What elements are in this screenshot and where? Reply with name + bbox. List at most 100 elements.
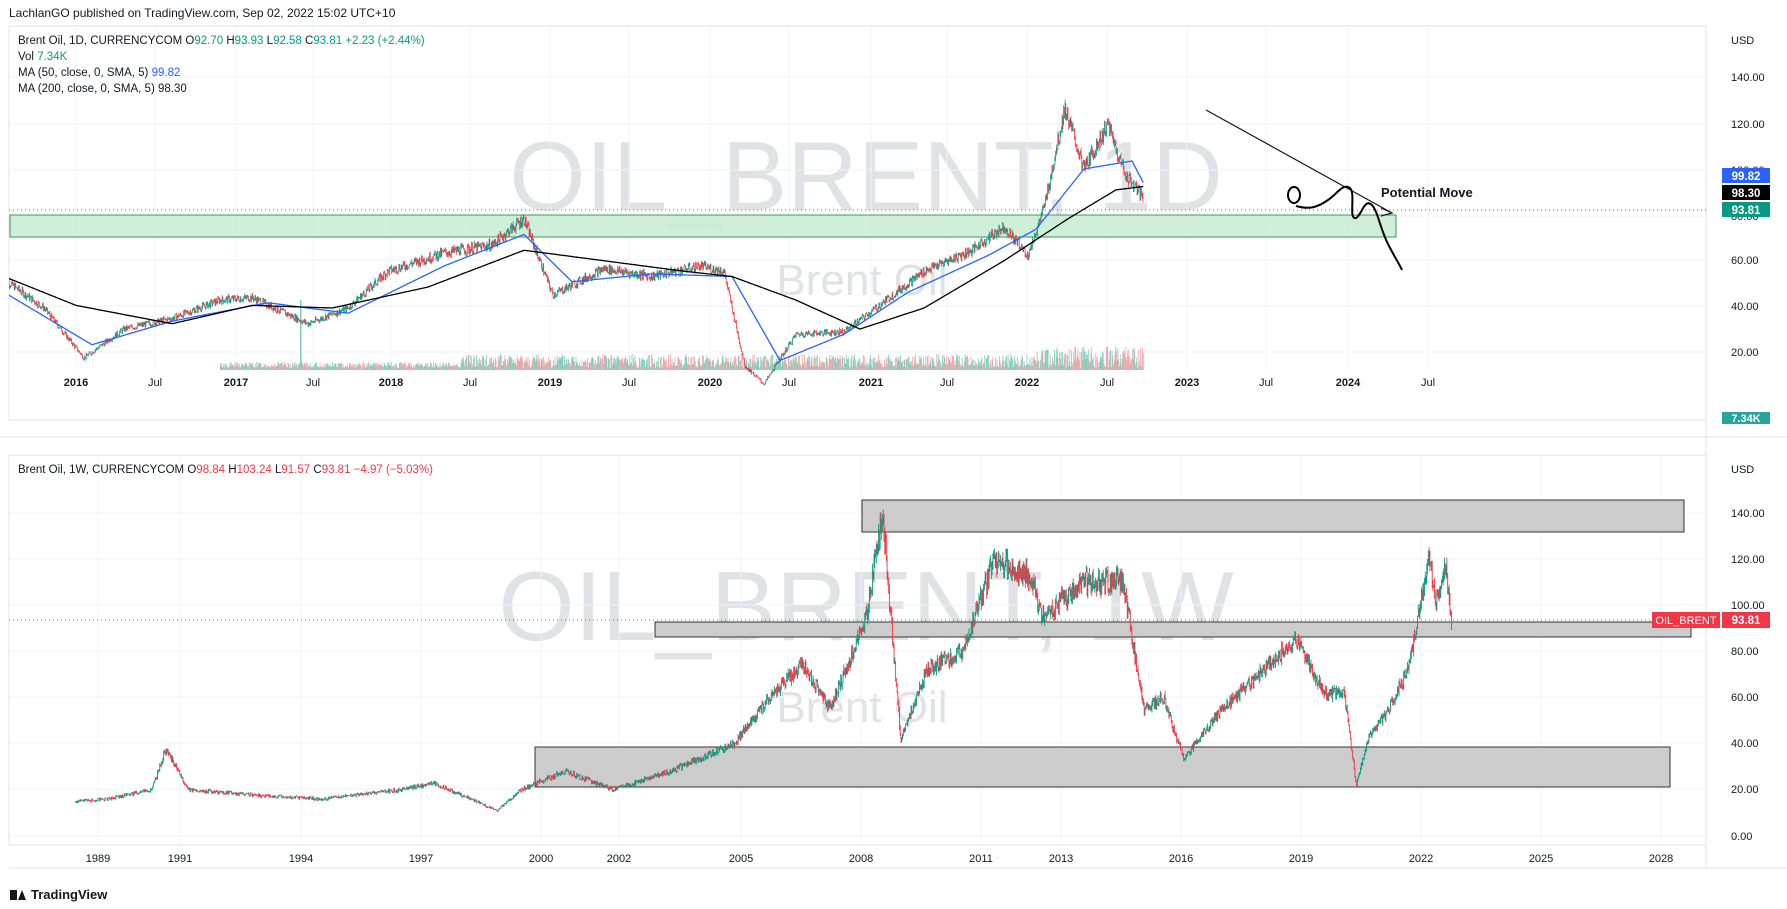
volume-bar bbox=[366, 364, 367, 370]
volume-bar bbox=[672, 365, 674, 370]
volume-bar bbox=[1050, 366, 1052, 370]
volume-bar bbox=[1092, 359, 1093, 370]
volume-bar bbox=[997, 366, 999, 370]
volume-bar bbox=[972, 365, 974, 370]
volume-bar bbox=[696, 367, 698, 370]
volume-bar bbox=[256, 362, 258, 370]
ma200-legend[interactable]: MA (200, close, 0, SMA, 5) 98.30 bbox=[18, 81, 425, 97]
volume-bar bbox=[930, 356, 932, 370]
volume-bar bbox=[281, 362, 283, 370]
bottom-y-tick: 140.00 bbox=[1731, 508, 1765, 520]
volume-bar bbox=[708, 359, 709, 370]
volume-bar bbox=[724, 363, 725, 370]
volume-bar bbox=[977, 365, 978, 370]
volume-bar bbox=[783, 361, 785, 370]
volume-bar bbox=[869, 357, 871, 370]
volume-bar bbox=[1110, 367, 1112, 370]
volume-bar bbox=[502, 360, 504, 370]
resistance-zone-top[interactable] bbox=[861, 499, 1685, 533]
volume-bar bbox=[782, 357, 783, 370]
tradingview-footer[interactable]: TradingView bbox=[10, 887, 107, 902]
volume-bar bbox=[897, 358, 898, 370]
volume-bar bbox=[417, 364, 418, 370]
volume-bar bbox=[529, 367, 531, 370]
volume-bar bbox=[988, 367, 990, 370]
volume-bar bbox=[1046, 349, 1048, 370]
volume-bar bbox=[701, 366, 703, 370]
publisher-caption: LachlanGO published on TradingView.com, … bbox=[9, 6, 396, 20]
volume-bar bbox=[401, 362, 402, 370]
ma50-legend[interactable]: MA (50, close, 0, SMA, 5) 99.82 bbox=[18, 65, 425, 81]
volume-bar bbox=[499, 356, 501, 370]
volume-bar bbox=[812, 366, 813, 370]
circle-mark[interactable] bbox=[1287, 186, 1301, 204]
volume-bar bbox=[493, 359, 495, 370]
top-legend: Brent Oil, 1D, CURRENCYCOM O92.70 H93.93… bbox=[18, 33, 425, 97]
volume-bar bbox=[466, 354, 468, 370]
volume-bar bbox=[460, 362, 462, 370]
volume-bar bbox=[1072, 362, 1074, 370]
volume-bar bbox=[483, 356, 485, 370]
top-symbol-line[interactable]: Brent Oil, 1D, CURRENCYCOM O92.70 H93.93… bbox=[18, 33, 425, 49]
volume-bar bbox=[1026, 354, 1028, 370]
volume-bar bbox=[508, 356, 510, 370]
volume-bar bbox=[233, 365, 234, 370]
volume-bar bbox=[461, 358, 463, 370]
volume-bar bbox=[248, 367, 250, 370]
top-price-series bbox=[9, 99, 1144, 386]
volume-bar bbox=[469, 355, 471, 370]
volume-bar bbox=[856, 367, 858, 370]
volume-bar bbox=[494, 366, 495, 370]
volume-bar bbox=[1090, 353, 1092, 370]
volume-bar bbox=[1078, 360, 1080, 370]
volume-bar bbox=[576, 361, 578, 370]
bottom-time-axis[interactable]: 1989 1991 1994 1997 2000 2002 2005 2008 2011 2013… bbox=[86, 853, 1673, 865]
top-time-axis[interactable]: 2016 Jul 2017 Jul 2018 Jul 2019 Jul 2020 Jul 2021 J… bbox=[64, 377, 1435, 389]
ma200-value: 98.30 bbox=[157, 83, 187, 95]
support-zone-green[interactable] bbox=[9, 214, 1397, 238]
bottom-symbol-line[interactable]: Brent Oil, 1W, CURRENCYCOM O98.84 H103.2… bbox=[18, 462, 433, 478]
bottom-y-tick: 100.00 bbox=[1731, 600, 1765, 612]
volume-bar bbox=[1116, 350, 1117, 370]
volume-bar bbox=[1092, 356, 1094, 370]
volume-bar bbox=[823, 363, 825, 370]
volume-bar bbox=[563, 365, 565, 370]
volume-bar bbox=[680, 363, 682, 370]
volume-bar bbox=[491, 356, 493, 370]
volume-bar bbox=[575, 357, 577, 370]
volume-bar bbox=[927, 354, 929, 370]
volume-bar bbox=[1019, 365, 1021, 370]
volume-bar bbox=[445, 362, 447, 370]
projection-drawing[interactable] bbox=[1295, 185, 1403, 271]
volume-bar bbox=[388, 364, 389, 370]
volume-bar bbox=[970, 356, 972, 370]
volume-bar bbox=[973, 359, 975, 370]
volume-bar bbox=[405, 365, 407, 370]
volume-bar bbox=[276, 366, 277, 370]
volume-bar bbox=[375, 366, 377, 370]
support-zone-mid[interactable] bbox=[654, 621, 1692, 638]
volume-bar bbox=[227, 367, 229, 370]
volume-bar bbox=[1121, 365, 1122, 370]
volume-bar bbox=[547, 362, 549, 370]
volume-bar bbox=[411, 365, 413, 370]
volume-bar bbox=[1102, 352, 1104, 370]
volume-bar bbox=[356, 365, 358, 370]
volume-bar bbox=[1069, 361, 1071, 370]
volume-bar bbox=[882, 367, 884, 370]
bottom-watermark-sub: Brent Oil bbox=[776, 683, 947, 732]
volume-bar bbox=[391, 366, 393, 370]
bottom-watermark: OIL_BRENT, 1W bbox=[498, 551, 1234, 661]
support-zone-low[interactable] bbox=[534, 746, 1671, 788]
downtrend-line[interactable] bbox=[1205, 109, 1393, 214]
volume-bar bbox=[1091, 347, 1093, 370]
volume-bar bbox=[604, 354, 606, 370]
volume-bar bbox=[581, 359, 583, 370]
volume-legend[interactable]: Vol 7.34K bbox=[18, 49, 425, 65]
volume-bar bbox=[505, 359, 506, 370]
bottom-price-axis[interactable]: 140.00 120.00 100.00 80.00 60.00 40.00 20.00 0.… bbox=[1731, 508, 1765, 843]
annotation-potential-move[interactable]: Potential Move bbox=[1381, 185, 1473, 200]
volume-bar bbox=[816, 356, 818, 370]
volume-bar bbox=[356, 367, 357, 370]
